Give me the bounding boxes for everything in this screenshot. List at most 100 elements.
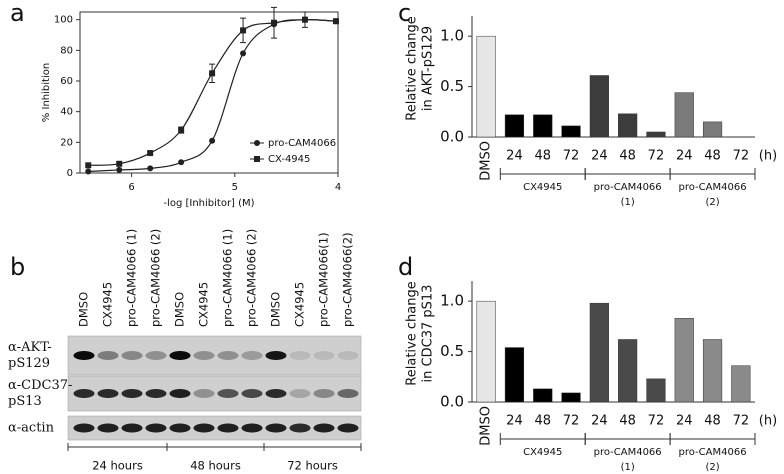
legend-label: CX-4945 xyxy=(268,154,310,165)
group-label: pro-CAM4066 xyxy=(679,447,747,458)
group-bracket xyxy=(499,433,586,445)
row-label: α-actin xyxy=(8,421,55,436)
blot-band xyxy=(337,351,359,360)
plot-frame xyxy=(79,11,339,174)
panel-label: d xyxy=(398,253,413,281)
group-label: pro-CAM4066 xyxy=(594,182,662,193)
blot-band xyxy=(337,423,359,433)
time-label: 24 hours xyxy=(92,459,143,473)
y-tick-label: 40 xyxy=(60,107,73,118)
blot-band xyxy=(73,389,95,398)
blot-band xyxy=(265,389,287,398)
bar xyxy=(731,365,751,403)
bar xyxy=(589,302,609,403)
marker xyxy=(116,166,123,173)
blot-band xyxy=(313,423,335,433)
blot-band xyxy=(313,351,335,360)
x-tick-label: 48 xyxy=(619,149,636,164)
lane-label: CX4945 xyxy=(293,282,307,327)
blot-band xyxy=(121,423,143,433)
bar xyxy=(561,392,581,403)
bar xyxy=(646,131,666,138)
blot-band xyxy=(313,389,335,398)
y-tick-label: 1.0 xyxy=(440,292,464,310)
x-tick-label: 48 xyxy=(534,149,551,164)
row-label: α-AKT- xyxy=(8,340,52,355)
y-tick-label: 1.0 xyxy=(440,27,464,45)
group-label: (2) xyxy=(705,197,719,208)
x-unit: (h) xyxy=(759,414,777,429)
y-tick-label: 0.0 xyxy=(440,128,464,146)
blot-strip xyxy=(67,335,362,376)
legend-marker xyxy=(254,156,260,162)
marker xyxy=(116,160,123,167)
x-tick-label: 72 xyxy=(648,149,665,164)
bar xyxy=(533,388,553,403)
lane-label: pro-CAM4066 (2) xyxy=(149,229,163,327)
y-tick-label: 60 xyxy=(60,76,73,87)
x-tick-label: 72 xyxy=(563,414,580,429)
group-label: (2) xyxy=(705,462,719,473)
marker xyxy=(209,137,216,144)
panel-label: a xyxy=(10,0,25,27)
group-bracket xyxy=(669,168,756,180)
y-axis-label: Relative change xyxy=(405,281,420,385)
row-label: pS13 xyxy=(8,394,42,409)
marker xyxy=(147,165,154,172)
blot-band xyxy=(145,389,167,398)
group-label: (1) xyxy=(621,197,635,208)
bar xyxy=(504,347,525,403)
x-tick-label: DMSO xyxy=(479,141,494,181)
bar xyxy=(476,35,496,138)
blot-band xyxy=(169,389,191,398)
blot-band xyxy=(217,351,239,360)
lane-label: CX4945 xyxy=(197,282,211,327)
y-axis-label: in CDC37 pS13 xyxy=(421,285,436,383)
blot-band xyxy=(289,351,311,360)
lane-label: pro-CAM4066(1) xyxy=(317,232,331,327)
x-tick-label: 24 xyxy=(591,149,608,164)
bar xyxy=(476,300,496,403)
marker xyxy=(240,50,247,57)
marker xyxy=(147,150,154,157)
y-tick-label: 0 xyxy=(67,168,73,179)
x-tick-label: 72 xyxy=(733,414,750,429)
marker xyxy=(178,159,185,166)
blot-band xyxy=(193,389,215,398)
time-bracket xyxy=(67,443,362,451)
x-tick-label: 4 xyxy=(335,182,341,193)
bar xyxy=(618,113,638,138)
marker xyxy=(301,16,308,23)
y-tick-label: 0.5 xyxy=(440,342,464,360)
y-tick-label: 100 xyxy=(54,15,73,26)
x-unit: (h) xyxy=(759,149,777,164)
blot-band xyxy=(169,423,191,433)
blot-band xyxy=(265,423,287,433)
bar xyxy=(618,339,638,403)
bar xyxy=(533,114,553,138)
blot-band xyxy=(73,423,95,433)
group-bracket xyxy=(584,168,671,180)
blot-band xyxy=(217,423,239,433)
x-tick-label: 72 xyxy=(563,149,580,164)
legend-marker xyxy=(254,140,260,146)
lane-label: pro-CAM4066 (1) xyxy=(125,229,139,327)
group-bracket xyxy=(669,433,756,445)
lane-label: pro-CAM4066 (2) xyxy=(245,229,259,327)
x-tick-label: DMSO xyxy=(479,406,494,446)
bar xyxy=(561,125,581,138)
blot-band xyxy=(265,351,287,360)
lane-label: DMSO xyxy=(173,292,187,327)
legend-label: pro-CAM4066 xyxy=(268,138,336,149)
y-axis-label: % Inhibition xyxy=(41,63,52,122)
marker xyxy=(85,162,92,169)
panel-label: b xyxy=(10,253,25,281)
bar xyxy=(702,121,723,138)
blot-band xyxy=(241,423,263,433)
x-tick-label: 48 xyxy=(619,414,636,429)
blot-band xyxy=(97,423,119,433)
lane-label: DMSO xyxy=(269,292,283,327)
x-axis-label: -log [Inhibitor] (M) xyxy=(163,198,254,209)
bar xyxy=(702,339,723,403)
